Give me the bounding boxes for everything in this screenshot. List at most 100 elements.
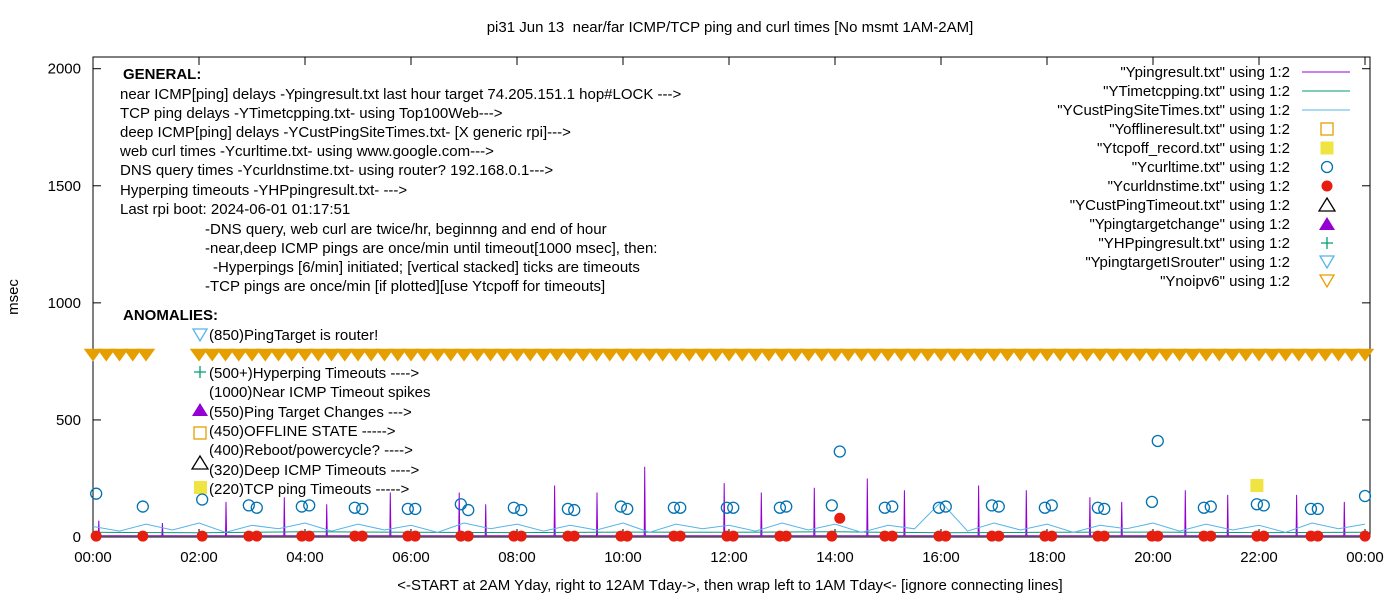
- data-point: [613, 348, 633, 362]
- data-point: [1359, 530, 1371, 542]
- data-point: [409, 502, 422, 516]
- annotation: (550)Ping Target Changes --->: [209, 404, 412, 421]
- annotation: DNS query times -Ycurldnstime.txt- using…: [120, 162, 553, 179]
- anomaly-symbols: [190, 328, 210, 494]
- data-point: [1103, 348, 1123, 362]
- data-point: [693, 348, 712, 362]
- tcp-timeout-symbol: [194, 481, 207, 494]
- target-change-symbol: [192, 403, 208, 416]
- data-point: [1152, 530, 1164, 542]
- data-point: [1197, 501, 1211, 514]
- data-point: [1257, 499, 1270, 512]
- legend-label: "Ycurldnstime.txt" using 1:2: [1108, 178, 1290, 195]
- legend-label: "Ypingresult.txt" using 1:2: [1120, 64, 1290, 81]
- data-point: [335, 348, 355, 362]
- legend-label: "YpingtargetISrouter" using 1:2: [1085, 254, 1290, 271]
- y-tick-label: 0: [73, 529, 81, 546]
- x-axis-label: <-START at 2AM Yday, right to 12AM Tday-…: [397, 577, 1062, 594]
- data-point: [250, 501, 263, 514]
- data-point: [494, 348, 514, 362]
- data-point: [587, 348, 606, 362]
- data-point: [560, 348, 580, 362]
- annotation: near ICMP[ping] delays -Ypingresult.txt …: [120, 86, 682, 103]
- data-point: [428, 348, 447, 362]
- data-point: [727, 530, 739, 542]
- data-point: [454, 348, 474, 362]
- data-point: [865, 348, 885, 362]
- annotation: ANOMALIES:: [123, 307, 218, 324]
- x-tick-label: 14:00: [816, 549, 854, 566]
- data-point: [759, 348, 779, 362]
- legend-label: "Yofflineresult.txt" using 1:2: [1109, 121, 1290, 138]
- data-point: [706, 348, 726, 362]
- data-point: [401, 502, 414, 516]
- data-point: [202, 348, 222, 362]
- annotation: Last rpi boot: 2024-06-01 01:17:51: [120, 201, 350, 218]
- data-point: [825, 348, 845, 362]
- data-point: [1204, 500, 1217, 513]
- x-tick-label: 12:00: [710, 549, 748, 566]
- annotation: -DNS query, web curl are twice/hr, begin…: [205, 221, 607, 238]
- data-point: [985, 499, 999, 512]
- data-point: [348, 348, 368, 362]
- hyperping-symbol: [194, 366, 206, 378]
- data-point: [573, 348, 593, 362]
- data-point: [1304, 502, 1318, 516]
- annotation: GENERAL:: [123, 66, 201, 83]
- data-point: [666, 348, 686, 362]
- legend-label: "Ypingtargetchange" using 1:2: [1089, 216, 1290, 233]
- data-point: [1302, 348, 1322, 362]
- data-point: [409, 530, 421, 542]
- annotation: (320)Deep ICMP Timeouts ---->: [209, 462, 419, 479]
- data-point: [600, 348, 620, 362]
- data-point: [1289, 348, 1309, 362]
- data-point: [534, 348, 553, 362]
- annotation: (220)TCP ping Timeouts ----->: [209, 481, 409, 498]
- data-point: [356, 502, 369, 516]
- data-point: [90, 487, 103, 500]
- data-point: [467, 348, 487, 362]
- data-point: [110, 348, 129, 362]
- data-point: [1046, 530, 1058, 542]
- data-point: [826, 530, 838, 542]
- annotation: -TCP pings are once/min [if plotted][use…: [205, 278, 605, 295]
- annotation: (450)OFFLINE STATE ----->: [209, 423, 396, 440]
- legend-swatch: [1318, 255, 1336, 270]
- data-point: [1050, 348, 1070, 362]
- data-point: [1205, 530, 1217, 542]
- annotation: Hyperping timeouts -YHPpingresult.txt- -…: [120, 182, 407, 199]
- data-point: [679, 348, 699, 362]
- series-line: [92, 501, 1366, 533]
- data-point: [891, 348, 911, 362]
- x-tick-label: 10:00: [604, 549, 642, 566]
- data-point: [348, 501, 361, 514]
- offline-symbol: [193, 426, 207, 440]
- data-point: [932, 501, 946, 514]
- data-point: [1090, 348, 1110, 362]
- data-point: [1170, 348, 1189, 362]
- data-point: [83, 348, 103, 362]
- annotation: (500+)Hyperping Timeouts ---->: [209, 365, 419, 382]
- data-point: [1312, 530, 1324, 542]
- data-point: [1183, 348, 1203, 362]
- data-point: [515, 503, 528, 517]
- annotation: (400)Reboot/powercycle? ---->: [209, 442, 413, 459]
- y-tick-label: 1000: [48, 295, 81, 312]
- data-point: [1258, 530, 1270, 542]
- data-point: [1250, 498, 1264, 511]
- data-point: [674, 501, 687, 514]
- data-point: [997, 348, 1017, 362]
- data-point: [1315, 348, 1335, 362]
- data-point: [886, 530, 898, 542]
- data-point: [640, 348, 659, 362]
- data-point: [838, 348, 858, 362]
- data-point: [90, 530, 102, 542]
- data-point: [123, 348, 143, 362]
- data-point: [1130, 348, 1150, 362]
- data-point: [825, 499, 838, 512]
- x-tick-label: 16:00: [922, 549, 960, 566]
- legend-label: "Ytcpoff_record.txt" using 1:2: [1097, 140, 1290, 157]
- data-point: [136, 500, 149, 513]
